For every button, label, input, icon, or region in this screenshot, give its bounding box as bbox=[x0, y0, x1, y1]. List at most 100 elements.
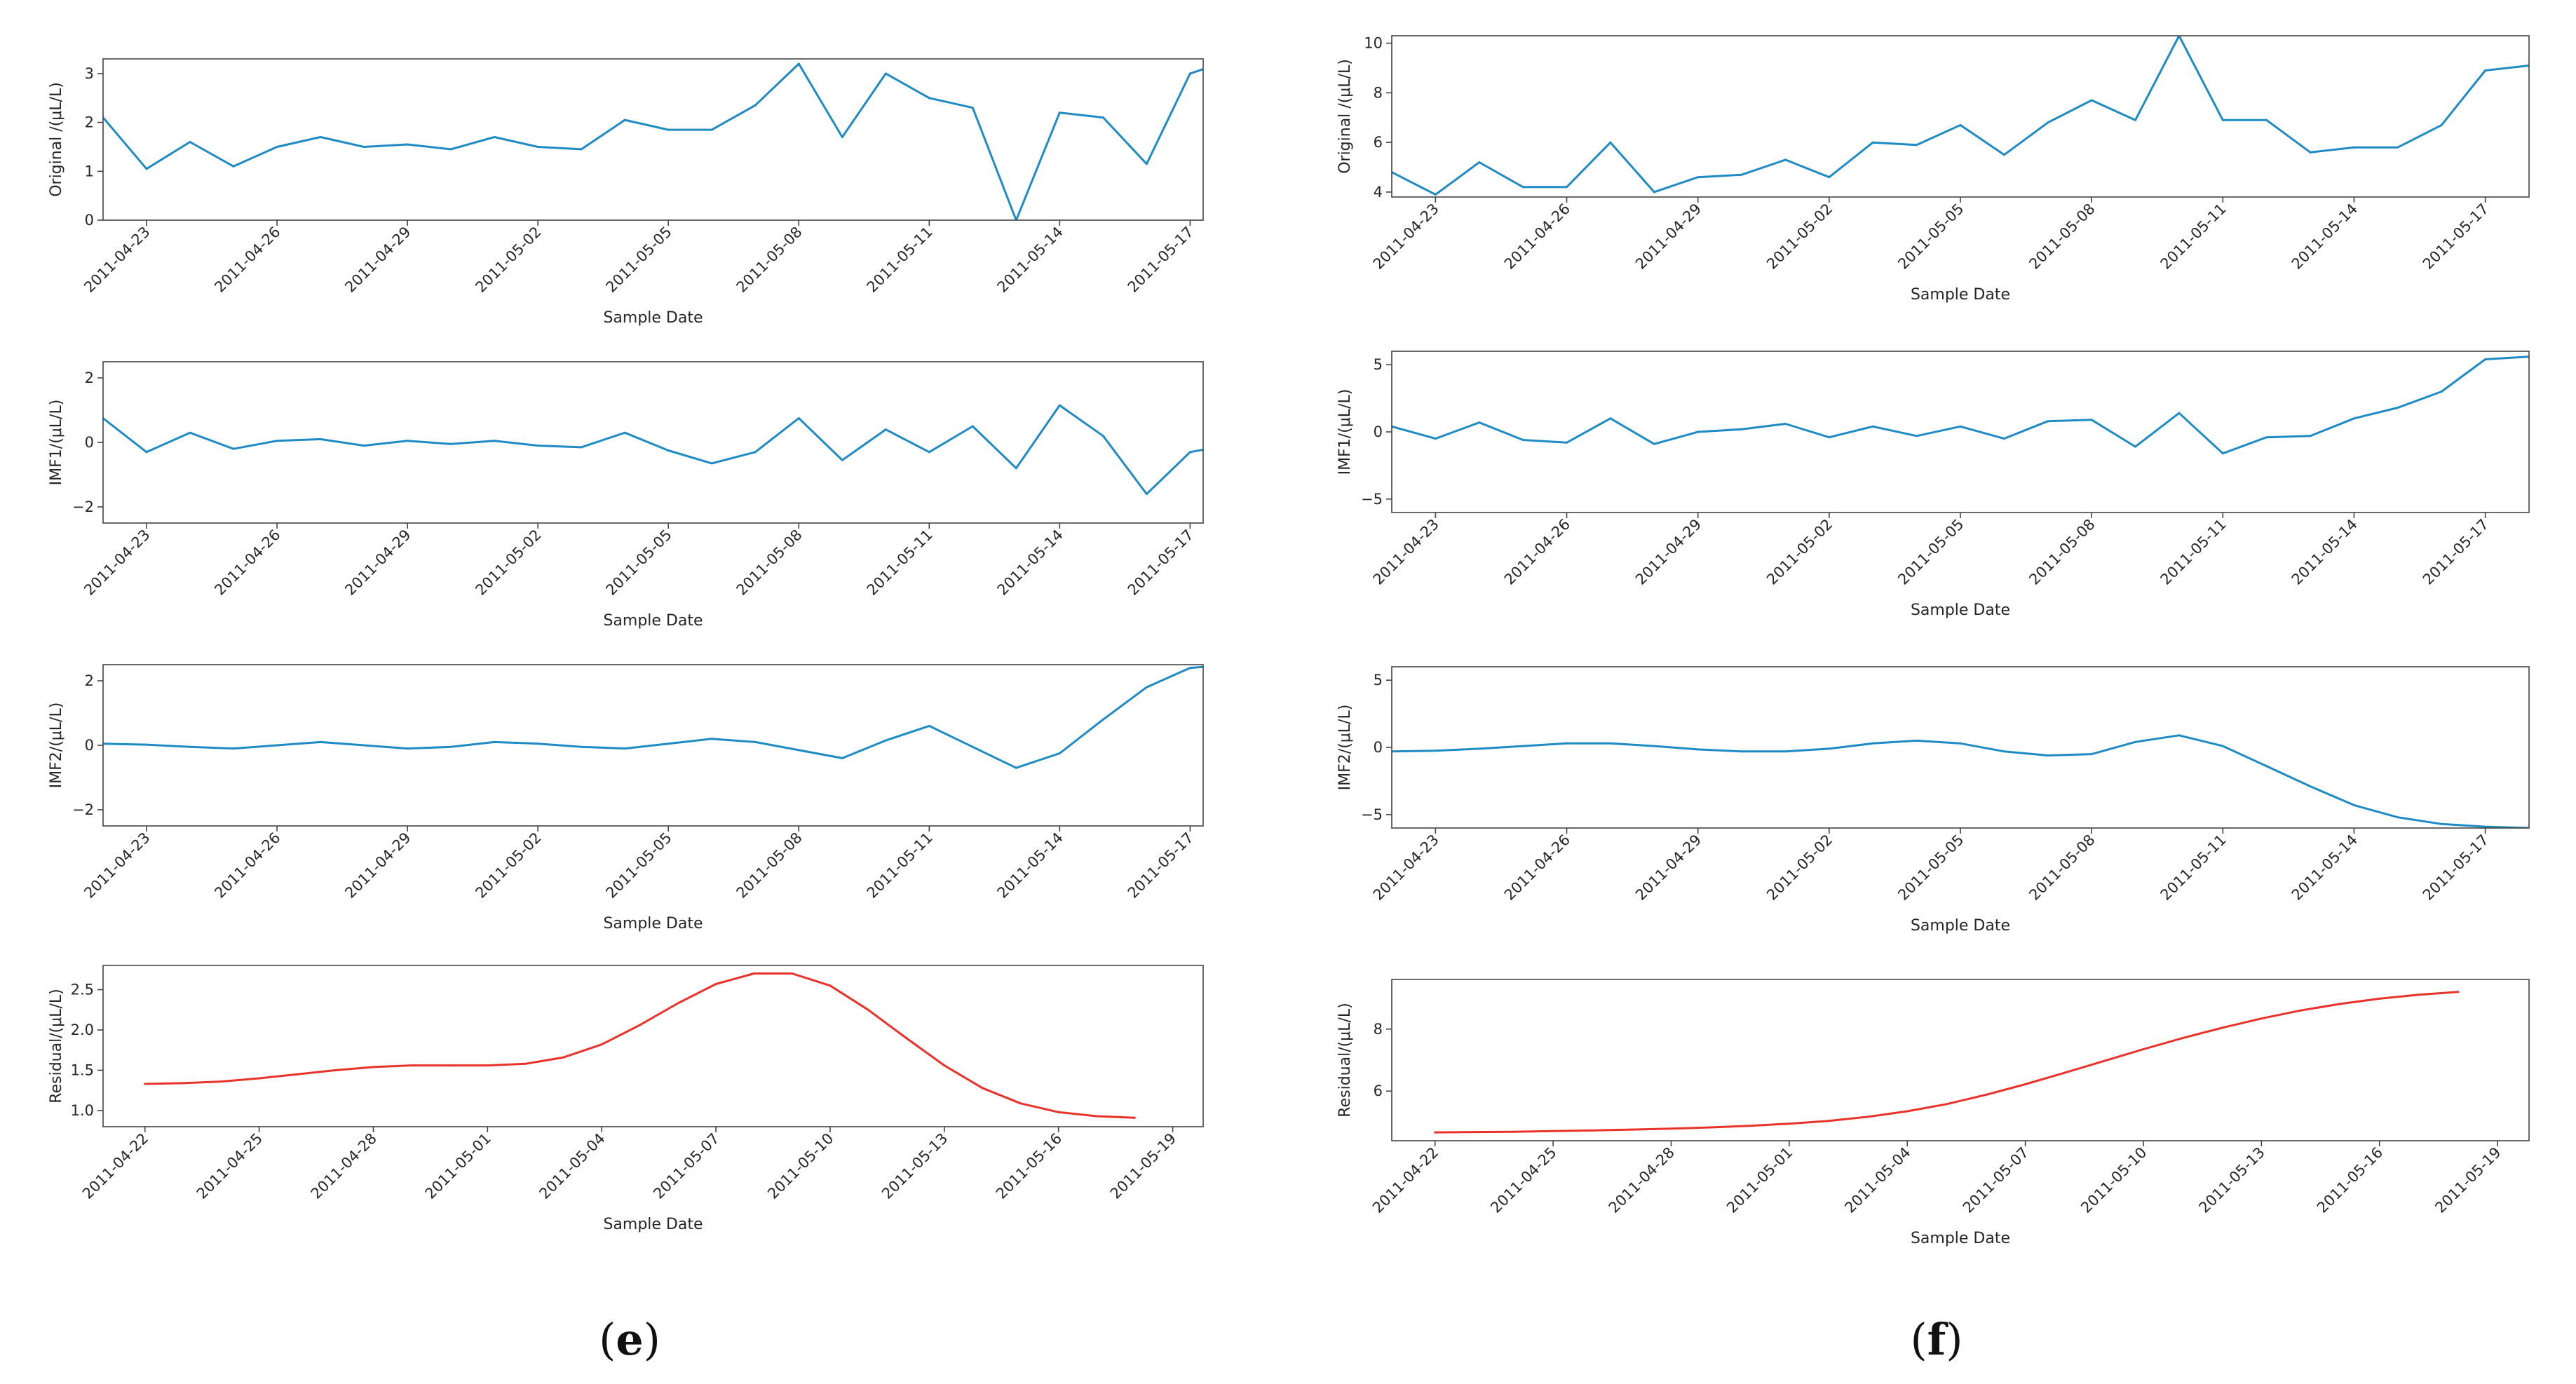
panel-f-2-data-point bbox=[1609, 742, 1612, 745]
panel-f-0-xtick-label: 2011-04-26 bbox=[1501, 201, 1573, 273]
panel-e-3-data-point bbox=[1057, 1111, 1060, 1113]
panel-e-0-data-point bbox=[710, 128, 713, 131]
panel-f-0-data-point bbox=[1478, 161, 1481, 163]
panel-e-1-data-point bbox=[276, 440, 278, 442]
panel-e-3-data-point bbox=[791, 972, 794, 975]
panel-e-2-data-point bbox=[1145, 686, 1148, 688]
panel-f-1-data-point bbox=[1740, 428, 1743, 430]
panel-e-3-data-point bbox=[410, 1064, 413, 1067]
panel-e-3-xtick-label: 2011-04-28 bbox=[308, 1130, 380, 1202]
panel-f-3-data-point bbox=[2063, 1071, 2066, 1074]
panel-f-3-axes-frame bbox=[1391, 979, 2530, 1141]
panel-f-2-xtick-label: 2011-05-08 bbox=[2026, 832, 2098, 904]
panel-e-2-data-point bbox=[1101, 718, 1104, 721]
panel-f-2-data-point bbox=[2047, 754, 2049, 757]
panel-f-1-data-point bbox=[2178, 412, 2181, 414]
panel-e-0-data-point bbox=[841, 136, 843, 138]
panel-f-1-data-point bbox=[1478, 421, 1481, 424]
panel-f-2-data-point bbox=[2221, 745, 2224, 747]
panel-f-3-data-point bbox=[1709, 1126, 1712, 1129]
panel-f-3-ytick-label: 6 bbox=[1374, 1083, 1383, 1099]
panel-e-3-xtick-label: 2011-05-19 bbox=[1107, 1130, 1179, 1202]
panel-e-0-xtick-label: 2011-05-17 bbox=[1125, 224, 1197, 296]
panel-e-2-data-point bbox=[623, 747, 626, 750]
panel-f-3-data-point bbox=[2418, 993, 2420, 996]
panel-e-0-data-point bbox=[623, 118, 626, 121]
panel-e-0-xtick-label: 2011-04-26 bbox=[211, 224, 283, 296]
panel-f-1-data-point bbox=[2002, 437, 2005, 440]
panel-e-2-data-point bbox=[754, 740, 757, 743]
panel-e-2-ytick-label: 0 bbox=[85, 737, 94, 754]
panel-e-0-data-point bbox=[1233, 58, 1235, 60]
panel-f-3-ytick-label: 8 bbox=[1374, 1021, 1383, 1038]
panel-f-0-data-point bbox=[1566, 186, 1568, 189]
panel-f-3-data-point bbox=[1866, 1115, 1869, 1118]
panel-f-2-data-point bbox=[1478, 747, 1481, 750]
panel-f-2-xtick-label: 2011-04-23 bbox=[1370, 832, 1442, 904]
panel-f-3-data-point bbox=[2181, 1037, 2184, 1040]
panel-f-3-xlabel: Sample Date bbox=[1911, 1230, 2010, 1247]
panel-f-1-data-point bbox=[1828, 436, 1831, 439]
panel-f-3-data-point bbox=[1749, 1125, 1751, 1127]
panel-e-3-ytick-label: 1.5 bbox=[71, 1062, 94, 1079]
panel-e-1-data-point bbox=[971, 425, 974, 428]
panel-e-1-ytick-label: −2 bbox=[72, 498, 94, 515]
panel-f-2-data-point bbox=[2090, 753, 2093, 756]
panel-f-0-data-point bbox=[1653, 191, 1655, 194]
panel-e-2-ytick-label: −2 bbox=[72, 801, 94, 818]
panel-e-3-data-point bbox=[372, 1066, 374, 1068]
panel-f-2-xlabel: Sample Date bbox=[1911, 917, 2010, 935]
panel-f-2-data-point bbox=[1566, 742, 1568, 745]
panel-e-0-xtick-label: 2011-05-14 bbox=[994, 224, 1066, 296]
panel-e-3-ytick-label: 2.5 bbox=[71, 982, 94, 998]
panel-e-1-data-point bbox=[1145, 493, 1148, 496]
panel-e-0-xtick-label: 2011-04-23 bbox=[81, 224, 153, 296]
panel-f-1-data-point bbox=[1653, 442, 1655, 445]
panel-f-0-xtick-label: 2011-05-11 bbox=[2157, 201, 2230, 273]
panel-f-0-xtick-label: 2011-04-23 bbox=[1370, 201, 1442, 273]
panel-e-0-data-point bbox=[884, 72, 887, 75]
panel-f-0-data-point bbox=[1609, 141, 1612, 144]
panel-f-2-data-point bbox=[2397, 816, 2399, 819]
panel-f-3-data-point bbox=[2024, 1083, 2027, 1085]
panel-e-1-xlabel: Sample Date bbox=[603, 612, 703, 630]
panel-f-1-data-point bbox=[1609, 417, 1612, 420]
panel-e-3-data-point bbox=[219, 1080, 222, 1083]
panel-f-3-data-point bbox=[1945, 1103, 1948, 1106]
panel-e-2-ytick-label: 2 bbox=[85, 672, 94, 689]
panel-f-3-data-point bbox=[1670, 1127, 1672, 1130]
panel-e-0-xtick-label: 2011-04-29 bbox=[341, 224, 414, 296]
panel-e-0-ytick-label: 1 bbox=[85, 163, 94, 179]
panel-f-3-data-point bbox=[2142, 1048, 2145, 1050]
panel-e-2-data-point bbox=[536, 742, 539, 745]
panel-f-3-xtick-label: 2011-04-28 bbox=[1606, 1144, 1678, 1216]
panel-e-1-data-point bbox=[667, 449, 670, 452]
panel-f-1-axes-frame bbox=[1391, 351, 2530, 513]
panel-e-3-data-point bbox=[829, 984, 832, 987]
panel-e-2-xtick-label: 2011-04-26 bbox=[211, 829, 283, 902]
panel-e-0-data-point bbox=[928, 97, 930, 100]
panel-e-0-data-point bbox=[1145, 163, 1148, 165]
panel-e-3-data-point bbox=[334, 1069, 337, 1071]
panel-f-0-xtick-label: 2011-05-14 bbox=[2289, 201, 2361, 273]
panel-e-1-ytick-label: 2 bbox=[85, 369, 94, 386]
panel-f-1-xtick-label: 2011-05-05 bbox=[1894, 516, 1967, 588]
panel-f-2-xtick-label: 2011-05-11 bbox=[2157, 832, 2230, 904]
panel-f-2-ytick-label: 0 bbox=[1374, 739, 1383, 756]
panel-f-1-xtick-label: 2011-05-11 bbox=[2157, 516, 2230, 588]
panel-e-0-data-point bbox=[1058, 111, 1061, 114]
panel-f-0-xlabel: Sample Date bbox=[1911, 286, 2010, 304]
panel-f-0-data-point bbox=[1916, 144, 1918, 147]
panel-f-0-data-point bbox=[2484, 69, 2487, 72]
panel-f-0-data-point bbox=[2002, 154, 2005, 156]
panel-f-2-data-point bbox=[1959, 742, 1962, 745]
panel-f-1-xlabel: Sample Date bbox=[1911, 602, 2010, 619]
panel-f-2-data-point bbox=[1828, 747, 1831, 750]
panel-f-2-data-point bbox=[1871, 742, 1874, 745]
panel-f-1-data-point bbox=[1959, 425, 1962, 428]
panel-e-3-data-point bbox=[714, 983, 717, 985]
panel-e-0-data-point bbox=[319, 136, 322, 138]
panel-e-0-data-point bbox=[189, 141, 191, 143]
panel-e-1-xtick-label: 2011-05-11 bbox=[864, 527, 936, 599]
